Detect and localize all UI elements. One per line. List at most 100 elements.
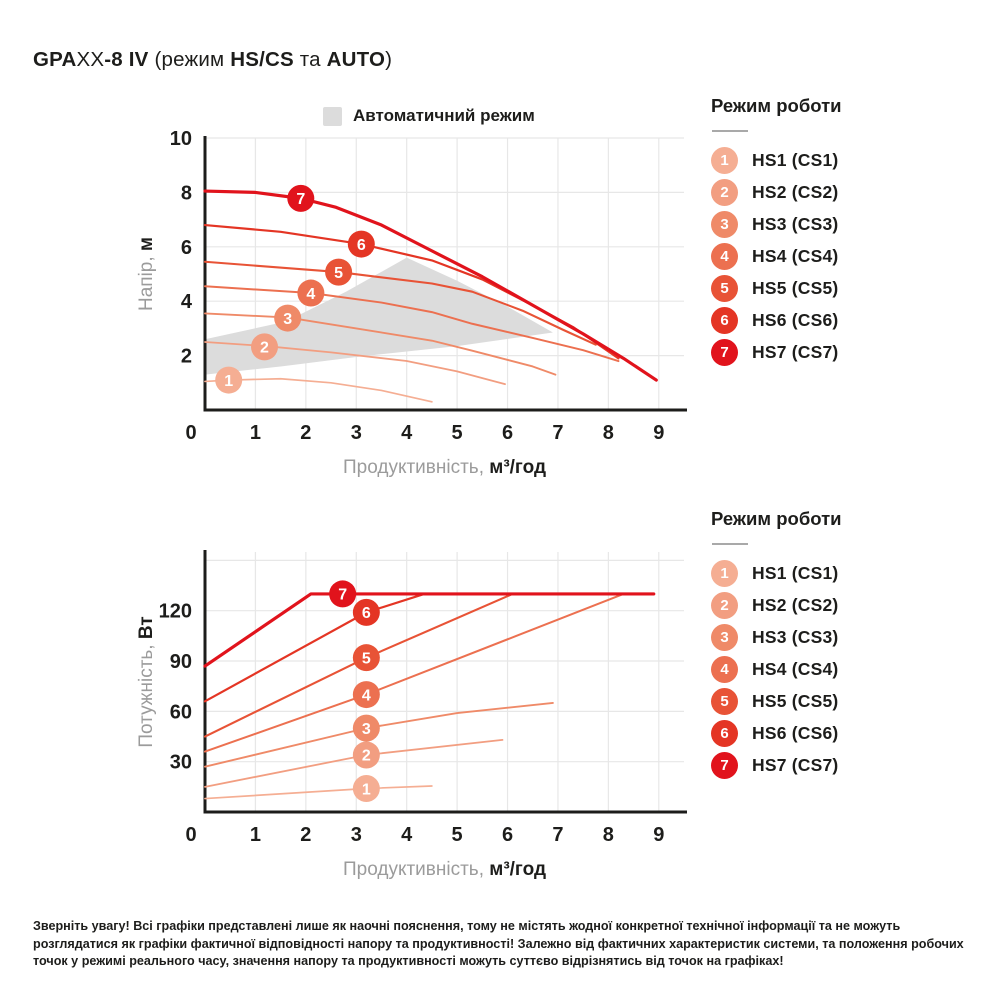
mode-label: HS7 (CS7) xyxy=(752,342,839,362)
title-segment: HS/CS xyxy=(230,48,294,71)
disclaimer-text: Зверніть увагу! Всі графіки представлені… xyxy=(33,919,964,969)
y-tick-label: 120 xyxy=(159,601,192,623)
x-tick-label: 3 xyxy=(351,422,362,444)
mode-number-badge: 6 xyxy=(711,307,738,334)
mode-number-badge: 2 xyxy=(711,179,738,206)
marker-hs1: 1 xyxy=(215,366,243,394)
x-tick-label: 9 xyxy=(653,824,664,846)
x-tick-label: 1 xyxy=(250,422,261,444)
y-tick-label: 4 xyxy=(181,291,193,313)
mode-number-badge: 3 xyxy=(711,624,738,651)
mode-number-badge: 7 xyxy=(711,339,738,366)
mode-number-badge: 5 xyxy=(711,275,738,302)
y-axis-title-part: м xyxy=(136,237,157,251)
legend-item-hs4: 4 HS4 (CS4) xyxy=(711,656,986,683)
marker-number: 2 xyxy=(362,748,371,765)
marker-hs1: 1 xyxy=(352,775,380,803)
mode-label: HS4 (CS4) xyxy=(752,246,839,266)
mode-number-badge: 1 xyxy=(711,147,738,174)
title-segment: AUTO xyxy=(326,48,386,71)
y-axis-title-part: Напір, xyxy=(136,251,157,311)
legend-item-hs5: 5 HS5 (CS5) xyxy=(711,275,986,302)
x-tick-label: 0 xyxy=(185,422,196,444)
marker-circle xyxy=(352,714,380,742)
curve-hs2 xyxy=(204,738,504,788)
legend-item-hs7: 7 HS7 (CS7) xyxy=(711,752,986,779)
marker-number: 7 xyxy=(296,191,305,208)
y-tick-label: 30 xyxy=(170,752,192,774)
marker-number: 4 xyxy=(362,687,371,704)
title-segment: XX xyxy=(76,48,105,71)
x-tick-label: 6 xyxy=(502,422,513,444)
legend-item-hs2: 2 HS2 (CS2) xyxy=(711,179,986,206)
legend-divider xyxy=(712,543,748,545)
marker-circle xyxy=(274,304,302,332)
mode-label: HS5 (CS5) xyxy=(752,691,839,711)
x-axis-title: Продуктивність, м³/год xyxy=(343,457,546,478)
x-axis-title-part: Продуктивність, xyxy=(343,457,489,478)
title-segment: (режим xyxy=(154,48,231,71)
marker-hs4: 4 xyxy=(297,279,325,307)
x-tick-label: 1 xyxy=(250,824,261,846)
marker-hs5: 5 xyxy=(352,644,380,672)
marker-circle xyxy=(352,681,380,709)
x-tick-label: 8 xyxy=(603,422,614,444)
marker-circle xyxy=(352,644,380,672)
x-tick-label: 7 xyxy=(552,422,563,444)
legend-item-hs7: 7 HS7 (CS7) xyxy=(711,339,986,366)
marker-circle xyxy=(352,741,380,769)
y-tick-label: 8 xyxy=(181,182,192,204)
mode-label: HS2 (CS2) xyxy=(752,595,839,615)
mode-number-badge: 5 xyxy=(711,688,738,715)
marker-hs6: 6 xyxy=(347,230,375,258)
x-tick-label: 5 xyxy=(452,422,463,444)
x-tick-label: 6 xyxy=(502,824,513,846)
legend-item-hs2: 2 HS2 (CS2) xyxy=(711,592,986,619)
y-axis-title: Напір, м xyxy=(136,237,157,311)
y-tick-label: 60 xyxy=(170,701,192,723)
mode-legend-top: Режим роботи 1 HS1 (CS1) 2 HS2 (CS2) 3 HS3 (C… xyxy=(711,95,986,371)
y-tick-label: 90 xyxy=(170,651,192,673)
x-tick-label: 9 xyxy=(653,422,664,444)
marker-number: 5 xyxy=(334,265,343,282)
marker-number: 2 xyxy=(260,340,269,357)
legend-items: 1 HS1 (CS1) 2 HS2 (CS2) 3 HS3 (CS3) 4 HS4 (CS4)… xyxy=(711,560,986,779)
x-tick-label: 3 xyxy=(351,824,362,846)
mode-number-badge: 3 xyxy=(711,211,738,238)
marker-hs2: 2 xyxy=(250,333,278,361)
mode-number-badge: 6 xyxy=(711,720,738,747)
marker-circle xyxy=(297,279,325,307)
auto-mode-legend: Автоматичний режим xyxy=(323,106,535,126)
curve-hs1 xyxy=(204,785,433,800)
legend-item-hs3: 3 HS3 (CS3) xyxy=(711,624,986,651)
marker-number: 5 xyxy=(362,650,371,667)
legend-item-hs6: 6 HS6 (CS6) xyxy=(711,720,986,747)
curve-hs4 xyxy=(204,592,625,753)
page-title: GPAXX-8 IV (режим HS/CS та AUTO) xyxy=(33,48,392,72)
mode-label: HS3 (CS3) xyxy=(752,214,839,234)
mode-legend-bottom: Режим роботи 1 HS1 (CS1) 2 HS2 (CS2) 3 HS3 (C… xyxy=(711,508,986,784)
x-axis-title: Продуктивність, м³/год xyxy=(343,859,546,880)
x-tick-label: 7 xyxy=(552,824,563,846)
marker-number: 3 xyxy=(283,311,292,328)
auto-mode-swatch-icon xyxy=(323,106,342,126)
marker-hs3: 3 xyxy=(352,714,380,742)
mode-label: HS3 (CS3) xyxy=(752,627,839,647)
legend-item-hs1: 1 HS1 (CS1) xyxy=(711,560,986,587)
x-tick-label: 2 xyxy=(300,422,311,444)
mode-label: HS1 (CS1) xyxy=(752,150,839,170)
y-axis-title-part: Потужність, xyxy=(136,639,157,748)
curve-hs3 xyxy=(204,702,554,768)
mode-label: HS5 (CS5) xyxy=(752,278,839,298)
x-axis-title-part: Продуктивність, xyxy=(343,859,489,880)
mode-number-badge: 4 xyxy=(711,243,738,270)
curve-hs7 xyxy=(203,592,656,668)
marker-circle xyxy=(347,230,375,258)
mode-number-badge: 1 xyxy=(711,560,738,587)
curve-hs7 xyxy=(203,189,658,382)
y-axis-title: Потужність, Вт xyxy=(136,616,157,747)
marker-circle xyxy=(329,580,357,608)
